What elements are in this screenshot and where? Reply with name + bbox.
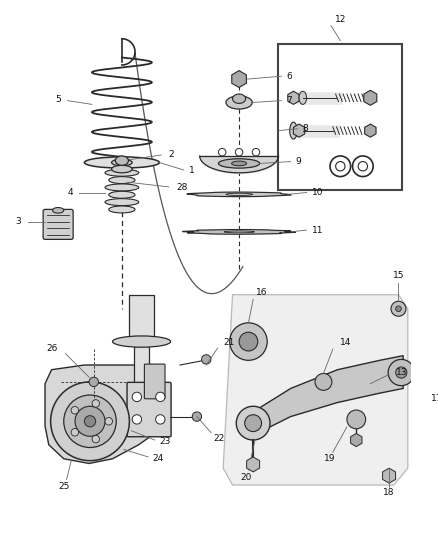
Text: 23: 23 [159, 438, 171, 447]
Ellipse shape [105, 184, 139, 191]
Ellipse shape [219, 159, 260, 168]
Circle shape [105, 417, 113, 425]
Ellipse shape [53, 207, 64, 213]
Ellipse shape [290, 122, 297, 139]
Circle shape [245, 415, 261, 432]
Circle shape [51, 382, 129, 461]
Circle shape [201, 354, 211, 364]
Polygon shape [223, 295, 408, 485]
Circle shape [391, 301, 406, 316]
Text: 16: 16 [256, 288, 268, 297]
Circle shape [132, 392, 141, 401]
Text: 11: 11 [312, 225, 324, 235]
Circle shape [192, 412, 201, 421]
Text: 15: 15 [393, 271, 404, 280]
Circle shape [315, 374, 332, 390]
Circle shape [85, 416, 95, 427]
FancyBboxPatch shape [43, 209, 73, 239]
Text: 21: 21 [223, 338, 234, 347]
Text: 26: 26 [47, 344, 58, 353]
Circle shape [236, 406, 270, 440]
Ellipse shape [233, 94, 246, 103]
Text: 28: 28 [176, 183, 187, 192]
Circle shape [239, 332, 258, 351]
Ellipse shape [299, 91, 307, 104]
Text: 3: 3 [15, 217, 21, 226]
Text: 6: 6 [286, 72, 292, 80]
Text: 22: 22 [214, 434, 225, 442]
Ellipse shape [105, 169, 139, 176]
Ellipse shape [112, 159, 132, 166]
Polygon shape [45, 365, 159, 464]
Polygon shape [187, 192, 291, 197]
Ellipse shape [232, 161, 247, 166]
Circle shape [396, 367, 407, 378]
Ellipse shape [109, 191, 135, 198]
Ellipse shape [85, 157, 159, 168]
Bar [134, 346, 149, 398]
Circle shape [92, 435, 99, 443]
Text: 2: 2 [169, 150, 174, 158]
Polygon shape [183, 230, 296, 234]
Text: 19: 19 [324, 454, 336, 463]
Circle shape [71, 429, 78, 436]
Ellipse shape [226, 96, 252, 109]
Text: 12: 12 [335, 15, 346, 25]
Text: 14: 14 [340, 338, 352, 347]
Text: 9: 9 [295, 157, 301, 166]
Circle shape [230, 323, 267, 360]
FancyBboxPatch shape [127, 382, 171, 437]
FancyBboxPatch shape [145, 364, 165, 399]
Text: 1: 1 [189, 166, 195, 175]
Text: 25: 25 [58, 482, 70, 491]
Polygon shape [253, 356, 403, 435]
Text: 5: 5 [55, 95, 61, 104]
Circle shape [132, 415, 141, 424]
Circle shape [219, 148, 226, 156]
Circle shape [347, 410, 366, 429]
Circle shape [71, 407, 78, 414]
Bar [129, 295, 154, 342]
Text: 18: 18 [383, 488, 395, 497]
Ellipse shape [113, 336, 171, 347]
Circle shape [75, 406, 105, 437]
Text: 8: 8 [303, 124, 309, 133]
Ellipse shape [105, 199, 139, 206]
Ellipse shape [109, 176, 135, 183]
Text: 4: 4 [67, 188, 73, 197]
Text: 10: 10 [312, 188, 324, 197]
Circle shape [235, 148, 243, 156]
Circle shape [396, 306, 401, 312]
Bar [279, 44, 402, 190]
Circle shape [388, 359, 414, 386]
Text: 17: 17 [431, 394, 438, 403]
Text: 20: 20 [240, 473, 251, 482]
Circle shape [89, 377, 99, 386]
Circle shape [155, 415, 165, 424]
Circle shape [92, 400, 99, 407]
Text: 24: 24 [152, 454, 163, 463]
Ellipse shape [112, 165, 132, 173]
Text: 7: 7 [286, 96, 292, 105]
Ellipse shape [109, 206, 135, 213]
Text: 13: 13 [396, 368, 407, 377]
Ellipse shape [115, 156, 128, 165]
Circle shape [64, 395, 116, 448]
Circle shape [155, 392, 165, 401]
Circle shape [252, 148, 260, 156]
